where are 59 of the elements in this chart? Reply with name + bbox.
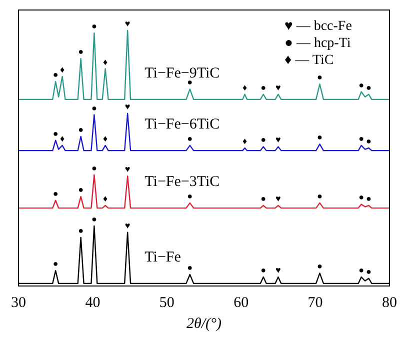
x-axis-title: 2θ/(°) xyxy=(186,316,222,332)
annotation: ♦ xyxy=(242,82,248,92)
annotation: ● xyxy=(317,261,322,272)
annotation: ♥ xyxy=(124,220,130,230)
annotation: ● xyxy=(366,82,372,92)
annotation: ♥ xyxy=(124,164,130,174)
annotation: ● xyxy=(91,162,97,173)
annotation: ♦ xyxy=(103,56,108,67)
annotation: ♦ xyxy=(103,194,108,204)
annotation: ● xyxy=(260,134,266,145)
annotation: ● xyxy=(187,262,193,272)
annotation: ● xyxy=(78,124,84,134)
annotation: ♥ xyxy=(124,102,130,112)
annotation: ● xyxy=(91,214,97,224)
annotation: ● xyxy=(317,72,322,82)
annotation: ● xyxy=(260,194,266,204)
x-tick-label: 30 xyxy=(11,294,26,311)
annotation: ● xyxy=(52,128,58,138)
annotation: ● xyxy=(52,188,58,198)
annotation: ♥ xyxy=(276,82,281,92)
annotation: ♦ xyxy=(60,64,65,74)
annotation: ● xyxy=(358,265,364,276)
annotation: ● xyxy=(366,136,372,146)
annotation: ♦ xyxy=(60,133,65,144)
annotation: ♥ — bcc-Fe xyxy=(284,19,352,34)
annotation: ● xyxy=(91,21,97,31)
annotation: ● xyxy=(358,80,364,90)
annotation: ● xyxy=(187,133,193,144)
annotation: ♥ xyxy=(124,18,130,28)
annotation: ♦ — TiC xyxy=(284,53,334,68)
annotation: ● xyxy=(358,192,364,202)
annotation: ● xyxy=(260,82,266,92)
x-tick-label: 50 xyxy=(159,294,174,311)
annotation: ● xyxy=(317,132,322,142)
annotation: ● xyxy=(52,258,58,269)
annotation: ● xyxy=(78,184,84,195)
annotation: ♥ xyxy=(276,265,281,276)
series-label: Ti−Fe−3TiC xyxy=(144,174,220,190)
annotation: ● xyxy=(366,194,372,204)
series-label: Ti−Fe−6TiC xyxy=(144,116,220,133)
annotation: ♥ xyxy=(276,194,281,204)
x-tick-label: 70 xyxy=(308,294,323,311)
annotation: ♦ xyxy=(242,136,248,146)
annotation: ● xyxy=(91,102,97,113)
x-tick-label: 60 xyxy=(234,294,249,311)
annotation: ● xyxy=(187,190,193,201)
annotation: ● xyxy=(366,266,372,276)
annotation: ● xyxy=(78,46,84,57)
x-tick-label: 40 xyxy=(85,294,100,311)
x-tick-label: 80 xyxy=(382,294,397,311)
annotation: ● xyxy=(317,190,322,201)
annotation: ♦ xyxy=(103,133,108,144)
annotation: ● xyxy=(52,70,58,80)
annotation: ● xyxy=(78,225,84,236)
annotation: ♥ xyxy=(276,134,281,145)
series-label: Ti−Fe xyxy=(144,249,182,266)
annotation: ● xyxy=(358,133,364,144)
annotation: ● — hcp-Ti xyxy=(284,36,351,51)
annotation: ● xyxy=(260,265,266,276)
